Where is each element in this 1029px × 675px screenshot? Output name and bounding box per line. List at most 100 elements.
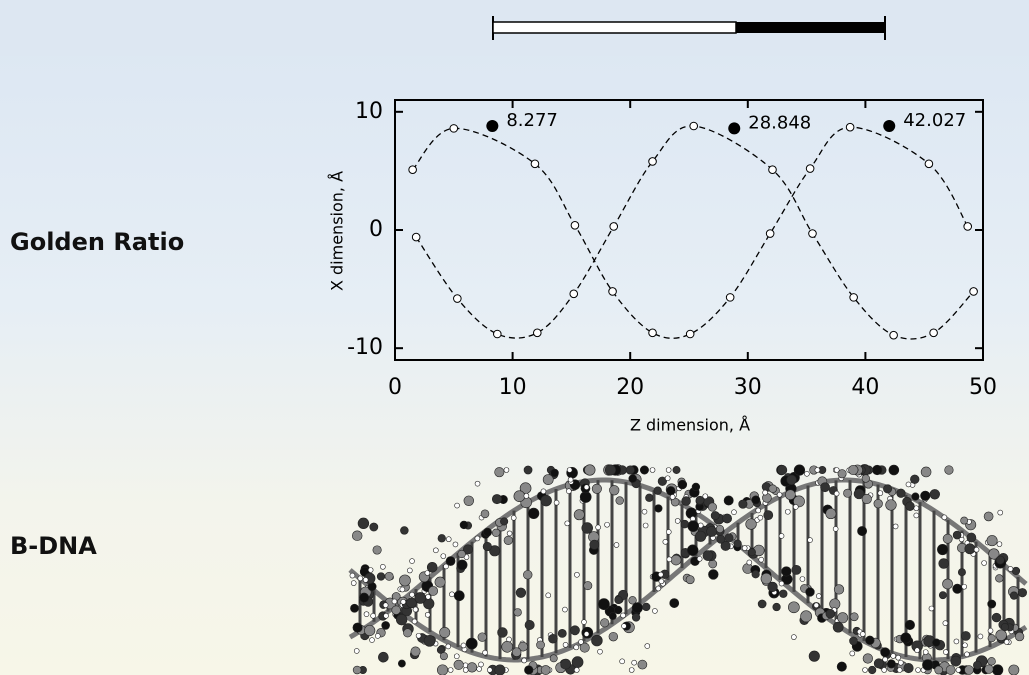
atom (857, 526, 866, 535)
open-point (769, 166, 777, 174)
atom (558, 629, 566, 637)
atom (632, 614, 640, 622)
atom (998, 510, 1003, 515)
atom (392, 599, 397, 604)
atom (652, 608, 657, 613)
atom (563, 642, 568, 647)
atom (584, 632, 589, 637)
atom (554, 500, 559, 505)
open-point (649, 158, 657, 166)
atom (354, 648, 359, 653)
atom (384, 613, 389, 618)
atom (826, 609, 835, 618)
atom (747, 560, 752, 565)
atom (923, 650, 928, 655)
atom (383, 603, 388, 608)
atom (833, 526, 838, 531)
atom (584, 465, 595, 476)
atom (946, 665, 955, 674)
atom (424, 635, 435, 646)
atom (965, 544, 975, 554)
atom (708, 570, 718, 580)
atom (541, 665, 550, 674)
atom (666, 486, 675, 495)
atom (592, 635, 603, 646)
atom (574, 510, 584, 520)
atom (541, 495, 552, 506)
atom (443, 564, 448, 569)
atom (945, 466, 954, 475)
atom (930, 489, 940, 499)
atom (596, 525, 601, 530)
open-point (571, 221, 579, 229)
atom (862, 475, 870, 483)
atom (965, 666, 974, 675)
atom (458, 550, 466, 558)
open-point (970, 288, 978, 296)
atom (942, 515, 947, 520)
atom (1010, 592, 1018, 600)
atom (663, 539, 668, 544)
open-point (494, 330, 502, 338)
atom (466, 638, 477, 649)
open-point (930, 329, 938, 337)
atom (681, 520, 689, 528)
atom (761, 573, 772, 584)
atom (904, 663, 914, 673)
atom (640, 466, 648, 474)
atom (984, 512, 993, 521)
atom (522, 658, 527, 663)
atom (849, 637, 857, 645)
atom (597, 649, 602, 654)
atom (752, 570, 760, 578)
atom (621, 624, 626, 629)
atom (427, 562, 437, 572)
atom (782, 567, 792, 577)
atom (897, 668, 902, 673)
atom (373, 546, 381, 554)
atom (804, 471, 809, 476)
atom (891, 653, 896, 658)
atom (862, 494, 872, 504)
atom (495, 467, 504, 476)
atom (921, 467, 931, 477)
atom (893, 524, 898, 529)
atom (464, 496, 474, 506)
atom (353, 666, 361, 674)
atom (546, 593, 551, 598)
atom (620, 659, 625, 664)
atom (906, 482, 911, 487)
atom (567, 468, 572, 473)
atom (401, 599, 406, 604)
atom (454, 591, 464, 601)
atom (570, 626, 579, 635)
atom (561, 659, 571, 669)
atom (550, 655, 557, 662)
atom (937, 544, 947, 554)
atom (523, 570, 532, 579)
atom (821, 483, 830, 492)
atom (656, 586, 661, 591)
atom (883, 485, 891, 493)
atom (724, 496, 733, 505)
atom (512, 648, 521, 657)
atom (511, 515, 516, 520)
atom (407, 568, 412, 573)
dashed-curve (416, 126, 973, 339)
atom (763, 490, 768, 495)
atom (632, 603, 642, 613)
atom (716, 525, 723, 532)
atom (448, 668, 453, 673)
scale-bar (493, 16, 885, 40)
atom (752, 496, 760, 504)
atom (475, 481, 480, 486)
atom (1015, 632, 1024, 641)
atom (962, 643, 967, 648)
atom (673, 466, 680, 473)
atom (363, 577, 368, 582)
atom (897, 489, 906, 498)
atom (863, 668, 868, 673)
atom (483, 650, 488, 655)
atom (791, 635, 796, 640)
atom (929, 606, 934, 611)
